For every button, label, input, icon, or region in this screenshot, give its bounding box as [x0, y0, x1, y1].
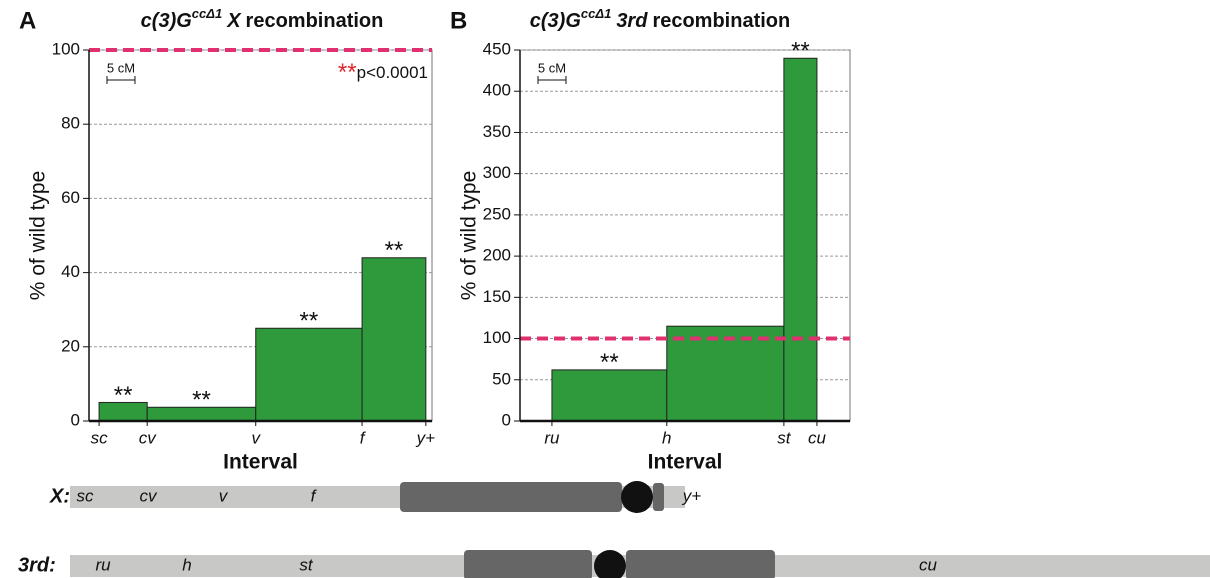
title-allele: ccΔ1 [192, 6, 222, 21]
marker-label: v [219, 486, 229, 505]
marker-label: y+ [682, 486, 702, 505]
scale-bar-label: 5 cM [107, 60, 135, 75]
y-tick-label: 100 [483, 328, 511, 347]
y-tick-label: 350 [483, 122, 511, 141]
y-tick-label: 450 [483, 39, 511, 58]
scale-bar-label: 5 cM [538, 60, 566, 75]
chromosome-name: 3rd: [18, 554, 56, 576]
title-allele: ccΔ1 [581, 6, 611, 21]
x-tick-label: cv [139, 428, 158, 447]
significance-mark: ** [192, 387, 211, 414]
y-tick-label: 50 [492, 369, 511, 388]
panel-letter: A [19, 7, 36, 34]
bar [255, 327, 363, 422]
marker-label: cu [919, 555, 938, 574]
y-tick-label: 80 [61, 114, 80, 133]
x-tick-label: st [777, 428, 792, 447]
marker-label: st [299, 555, 314, 574]
heterochromatin [626, 550, 775, 578]
y-tick-label: 200 [483, 246, 511, 265]
title-gene: c(3)G [530, 10, 581, 32]
heterochromatin [464, 550, 592, 578]
x-axis-label: Interval [223, 451, 298, 474]
significance-mark: ** [600, 349, 619, 376]
title-chromosome: 3rd [616, 10, 648, 32]
marker-label: sc [77, 486, 95, 505]
y-tick-label: 400 [483, 81, 511, 100]
centromere [621, 481, 653, 513]
title-gene: c(3)G [141, 10, 192, 32]
bar [361, 257, 427, 422]
significance-mark: ** [385, 237, 404, 264]
marker-label: cv [140, 486, 159, 505]
y-tick-label: 40 [61, 262, 80, 281]
bar [783, 57, 818, 422]
title-chromosome: X [226, 10, 242, 32]
x-tick-label: f [360, 428, 367, 447]
heterochromatin [400, 482, 622, 512]
y-tick-label: 150 [483, 287, 511, 306]
x-tick-label: ru [544, 428, 560, 447]
legend-text: p<0.0001 [357, 63, 428, 82]
y-axis-label: % of wild type [27, 171, 50, 301]
panel-letter: B [450, 7, 467, 34]
x-tick-label: h [662, 428, 671, 447]
y-tick-label: 300 [483, 163, 511, 182]
legend-note: **p<0.0001 [338, 59, 428, 86]
x-tick-label: y+ [416, 428, 436, 447]
x-tick-label: cu [808, 428, 827, 447]
bar [666, 325, 785, 422]
chart-title: c(3)GccΔ1 3rd recombination [530, 6, 790, 32]
y-tick-label: 0 [502, 410, 511, 429]
x-axis-label: Interval [648, 451, 723, 474]
x-tick-label: sc [91, 428, 109, 447]
significance-mark: ** [791, 38, 810, 65]
marker-label: f [311, 486, 318, 505]
heterochromatin [653, 483, 664, 511]
marker-label: h [182, 555, 191, 574]
chromosome-name: X: [49, 485, 70, 507]
bar [551, 369, 668, 422]
y-tick-label: 20 [61, 336, 80, 355]
y-tick-label: 250 [483, 204, 511, 223]
y-tick-label: 100 [52, 39, 80, 58]
y-tick-label: 60 [61, 188, 80, 207]
y-axis-label: % of wild type [458, 171, 481, 301]
marker-label: ru [95, 555, 111, 574]
centromere [594, 550, 626, 578]
x-tick-label: v [251, 428, 261, 447]
y-tick-label: 0 [71, 410, 80, 429]
significance-mark: ** [300, 308, 319, 335]
significance-mark: ** [114, 382, 133, 409]
title-rest: recombination [246, 10, 384, 32]
title-rest: recombination [652, 10, 790, 32]
legend-symbol: ** [338, 59, 357, 86]
